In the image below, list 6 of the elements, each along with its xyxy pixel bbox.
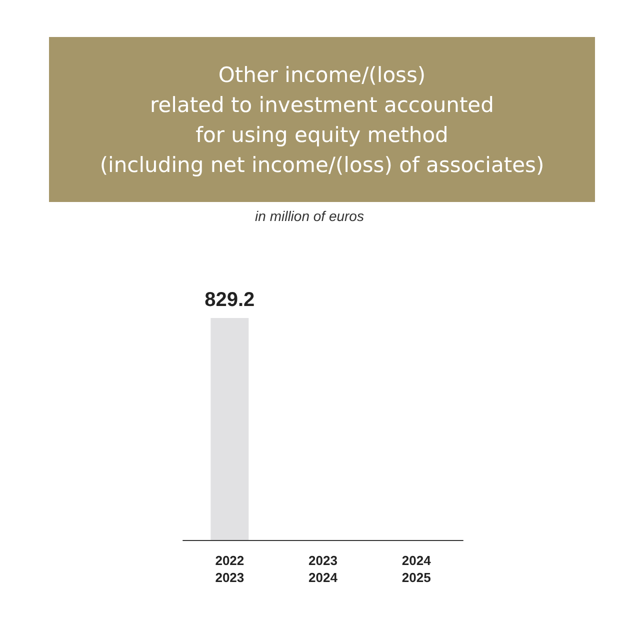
chart-title: Other income/(loss) related to investment accounted for using equity method (including net income/(loss) of associates) [49, 37, 595, 202]
x-tick-label: 2022 2023 [215, 553, 244, 585]
x-tick-label: 2024 2025 [402, 553, 432, 585]
chart-subtitle: in million of euros [254, 208, 365, 224]
x-tick-label: 2023 2024 [308, 553, 338, 585]
data-label: 829.2 [204, 289, 255, 311]
